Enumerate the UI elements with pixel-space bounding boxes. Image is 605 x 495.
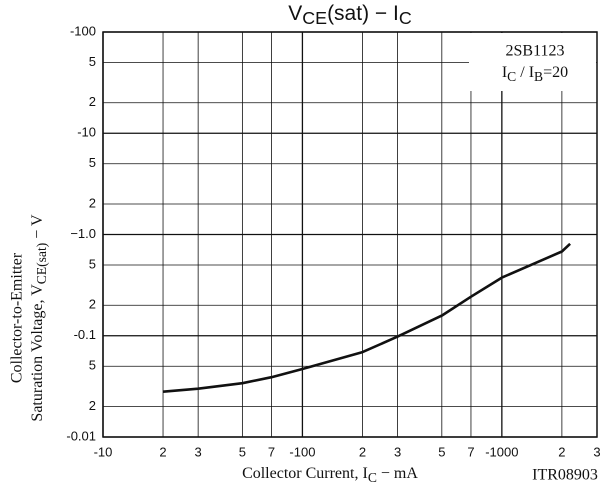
chart-title-part: (sat) − I	[327, 2, 399, 25]
x-tick-label: 7	[467, 444, 474, 459]
y-tick-label: 5	[89, 54, 96, 69]
x-axis-label-part: Collector Current, I	[242, 465, 368, 482]
y-axis-label-part: CE(sat)	[34, 243, 50, 285]
y-axis-label: Saturation Voltage, VCE(sat) − V	[29, 214, 50, 422]
annotation: IC / IB=20	[502, 64, 568, 84]
y-tick-label: 5	[89, 155, 96, 170]
annotation-part: I	[502, 64, 507, 81]
y-tick-label: -10	[77, 125, 96, 140]
y-tick-label: 5	[89, 256, 96, 271]
x-tick-label: 2	[159, 444, 166, 459]
annotation-part: =20	[543, 64, 568, 81]
note: ITR08903	[532, 467, 598, 484]
y-tick-label: 2	[89, 195, 96, 210]
annotation-part: C	[507, 69, 516, 84]
y-tick-label: -0.01	[66, 428, 96, 443]
y-axis-label-part: Saturation Voltage, V	[29, 284, 46, 422]
x-tick-label: 2	[359, 444, 366, 459]
chart-title-part: C	[399, 8, 412, 28]
chart-title: VCE(sat) − IC	[288, 2, 412, 28]
data-line	[162, 242, 571, 393]
plot-frame	[102, 31, 598, 438]
x-axis-label-part: − mA	[377, 465, 418, 482]
annotation-part: / I	[516, 64, 534, 81]
x-tick-label: -10	[94, 444, 113, 459]
y-tick-label: 2	[89, 297, 96, 312]
annotation-box	[469, 33, 596, 91]
y-tick-label: -100	[70, 23, 96, 38]
x-tick-label: -1000	[485, 444, 518, 459]
x-axis-label: Collector Current, IC − mA	[242, 465, 418, 485]
x-axis-label-part: C	[368, 470, 377, 485]
y-axis-label: Collector-to-Emitter	[9, 252, 26, 383]
y-tick-label: -0.1	[74, 327, 96, 342]
x-tick-label: 5	[239, 444, 246, 459]
x-tick-label: 5	[438, 444, 445, 459]
x-tick-label: 3	[394, 444, 401, 459]
x-tick-label: 2	[558, 444, 565, 459]
x-tick-label: 7	[268, 444, 275, 459]
annotation-part: B	[534, 69, 543, 84]
annotation: 2SB1123	[506, 43, 565, 60]
x-tick-label: -100	[289, 444, 315, 459]
y-tick-label: 5	[89, 358, 96, 373]
x-tick-label: 3	[195, 444, 202, 459]
y-axis-label-part: − V	[29, 214, 46, 243]
y-tick-label: −1.0	[70, 226, 96, 241]
y-tick-label: 2	[89, 94, 96, 109]
chart-title-part: CE	[302, 8, 327, 28]
y-tick-label: 2	[89, 398, 96, 413]
x-tick-label: 3	[593, 444, 600, 459]
chart-title-part: V	[288, 2, 302, 25]
